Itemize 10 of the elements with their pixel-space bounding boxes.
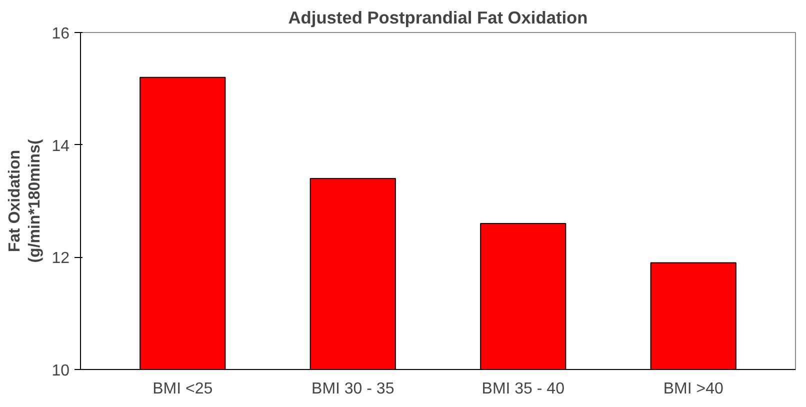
x-tick-label: BMI 30 - 35 xyxy=(312,380,394,398)
y-axis-title: Fat Oxidation (g/min*180mins( xyxy=(6,138,44,263)
x-tick-label: BMI >40 xyxy=(663,380,724,398)
chart-title: Adjusted Postprandial Fat Oxidation xyxy=(288,8,588,28)
x-tick-label: BMI <25 xyxy=(152,380,213,398)
y-tick-label: 10 xyxy=(52,362,70,380)
y-tick-label: 12 xyxy=(52,250,70,268)
y-tick-label: 16 xyxy=(52,26,70,42)
y-tick-label: 14 xyxy=(52,138,70,155)
x-tick-label: BMI 35 - 40 xyxy=(482,380,565,398)
